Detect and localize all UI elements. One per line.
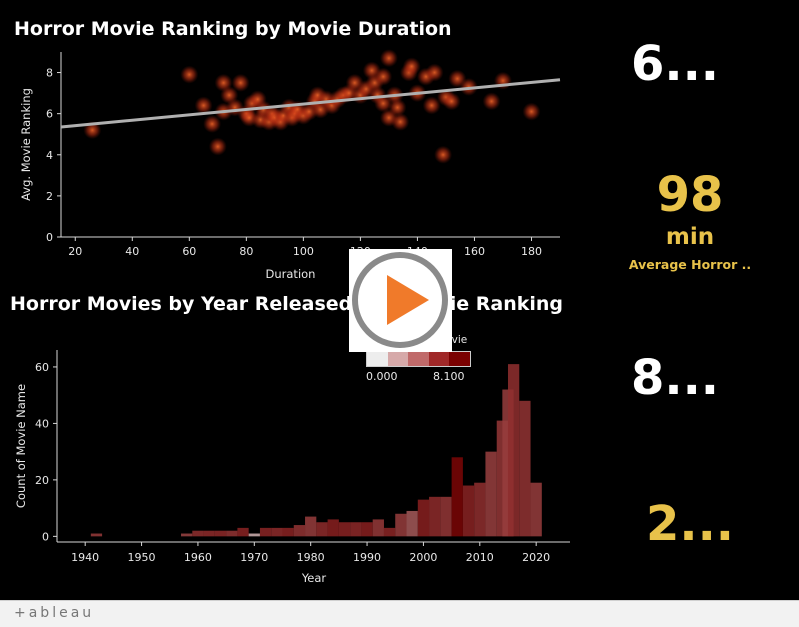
scatter-y-tick-label: 2: [46, 190, 53, 203]
bar-x-tick-label: 2010: [466, 551, 494, 564]
scatter-x-tick-label: 40: [125, 245, 139, 258]
bar: [305, 516, 317, 537]
scatter-point: [388, 98, 407, 117]
bar-x-tick-label: 2000: [409, 551, 437, 564]
kpi-avg-ranking: 6...: [630, 36, 720, 92]
bar: [474, 482, 486, 537]
bar: [440, 496, 452, 537]
bar-y-tick-label: 20: [35, 474, 49, 487]
bar-x-axis-title: Year: [301, 571, 327, 585]
bar: [462, 485, 475, 537]
bar: [90, 533, 103, 537]
scatter-y-tick-label: 6: [46, 108, 53, 121]
bar-x-tick-label: 1940: [71, 551, 99, 564]
bar: [248, 533, 260, 537]
bar-y-tick-label: 0: [42, 530, 49, 543]
bar: [327, 519, 339, 537]
bar: [507, 364, 520, 537]
scatter-y-axis-title: Avg. Movie Ranking: [19, 88, 33, 201]
scatter-point: [442, 92, 461, 111]
bar: [530, 482, 542, 537]
scatter-point: [180, 65, 199, 84]
bar: [417, 499, 430, 537]
bar: [259, 527, 272, 537]
tableau-logo[interactable]: +ableau: [14, 605, 95, 621]
scatter-point: [425, 63, 444, 82]
bar: [214, 530, 227, 537]
scatter-point: [402, 57, 421, 76]
bar-x-tick-label: 1950: [128, 551, 156, 564]
bar: [282, 527, 294, 537]
scatter-point: [194, 96, 213, 115]
scatter-x-axis-title: Duration: [266, 267, 316, 281]
bar-chart[interactable]: 0 20 40 60 1940 1950 1960 1970 1980 1990 2000 2010 2…: [14, 350, 570, 585]
charts-canvas: 0246820406080100120140160180DurationAvg.…: [14, 49, 570, 585]
bar: [192, 530, 204, 537]
bar-x-tick-label: 1980: [297, 551, 325, 564]
scatter-trendline: [60, 78, 561, 129]
scatter-point: [482, 92, 501, 111]
bar: [316, 522, 328, 537]
bar-y-tick-label: 60: [35, 361, 49, 374]
bar: [203, 530, 215, 537]
scatter-x-tick-label: 100: [293, 245, 314, 258]
kpi-avg-duration: 98: [656, 167, 724, 223]
bar-x-tick-label: 1960: [184, 551, 212, 564]
kpi-movie-count: 2...: [645, 496, 735, 552]
bar-y-axis-title: Count of Movie Name: [14, 384, 28, 508]
scatter-x-tick-label: 60: [182, 245, 196, 258]
bar: [226, 530, 238, 537]
scatter-x-tick-label: 20: [68, 245, 82, 258]
scatter-point: [522, 102, 541, 121]
scatter-x-tick-label: 80: [239, 245, 253, 258]
play-icon: [352, 252, 448, 348]
bar: [271, 527, 283, 537]
scatter-point: [208, 137, 227, 156]
scatter-point: [203, 114, 222, 133]
scatter-y-tick-label: 0: [46, 231, 53, 244]
scatter-point: [434, 145, 453, 164]
bar: [406, 510, 418, 537]
legend-color-ramp: [366, 351, 471, 367]
bar: [293, 525, 306, 537]
scatter-y-tick-label: 4: [46, 149, 53, 162]
scatter-point: [422, 96, 441, 115]
bar-y-tick-label: 40: [35, 417, 49, 430]
scatter-y-tick-label: 8: [46, 67, 53, 80]
scatter-x-tick-label: 180: [521, 245, 542, 258]
play-button[interactable]: [349, 249, 452, 352]
scatter-x-tick-label: 160: [464, 245, 485, 258]
legend-max-label: 8.100: [433, 370, 465, 383]
bar-x-tick-label: 1970: [240, 551, 268, 564]
bar: [395, 513, 407, 537]
tableau-footer: +ableau: [0, 600, 799, 627]
bar: [451, 457, 463, 537]
kpi-avg-duration-unit: min: [665, 224, 715, 250]
scatter-chart-title: Horror Movie Ranking by Movie Duration: [14, 18, 452, 40]
bar-x-tick-label: 2020: [522, 551, 550, 564]
kpi-avg-duration-label: Average Horror ..: [628, 257, 752, 272]
bar: [519, 400, 531, 537]
bar: [485, 451, 497, 537]
bar: [429, 496, 441, 537]
kpi-max-ranking: 8...: [630, 350, 720, 406]
scatter-point: [231, 73, 250, 92]
bar: [361, 522, 373, 537]
bar: [181, 533, 193, 537]
legend-min-label: 0.000: [366, 370, 398, 383]
scatter-point: [379, 49, 398, 68]
bar: [372, 519, 384, 537]
bar: [383, 527, 396, 537]
bar: [237, 527, 249, 537]
bar: [338, 522, 351, 537]
bar: [350, 522, 362, 537]
scatter-point: [391, 112, 410, 131]
scatter-point: [374, 67, 393, 86]
bar-x-tick-label: 1990: [353, 551, 381, 564]
scatter-plot[interactable]: 0246820406080100120140160180DurationAvg.…: [19, 49, 561, 281]
